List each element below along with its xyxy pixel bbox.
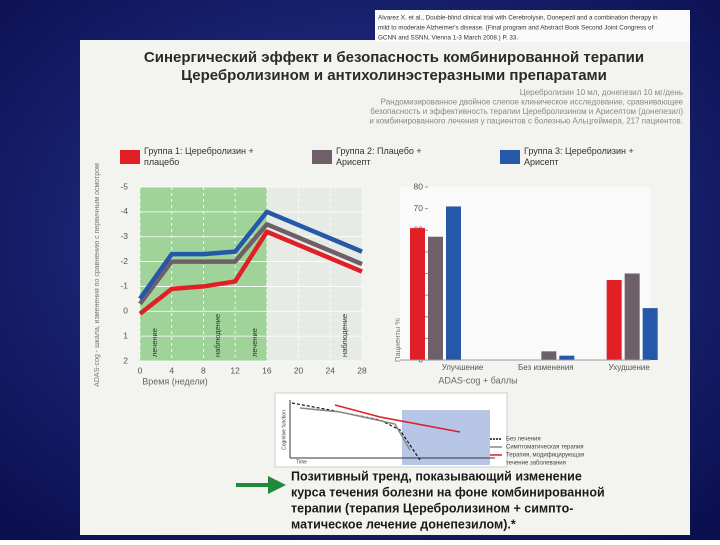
y-axis-label: Пациенты % (393, 318, 402, 362)
conclusion: матическое лечение донепезилом).* (291, 517, 516, 531)
subtitle: и комбинированного лечения у пациентов с… (369, 117, 683, 126)
legend-label: Группа 1: Церебролизин + плацебо (144, 146, 254, 167)
subtitle: Церебролизин 10 мл, донепезил 10 мг/день (520, 88, 683, 97)
x-tick-label: 0 (138, 365, 143, 375)
x-tick-label: 12 (230, 365, 240, 375)
y-axis-label: ADAS-cog - шкала, изменения по сравнению… (94, 163, 101, 387)
inset-curve (334, 404, 461, 433)
legend-entry: Группа 3: Церебролизин + Арисепт (524, 146, 634, 167)
x-tick-label: 20 (294, 365, 304, 375)
inset-y-label: Cognitive function (281, 410, 287, 450)
y-tick-label: 80 (414, 181, 424, 191)
inset-legend-label: Терапия, модифицирующая (506, 453, 584, 459)
citation: GCNN and SSNN, Vienna 1-3 March 2008.) P… (378, 35, 518, 42)
period-label: лечение (150, 328, 159, 357)
legend-entry: Группа 2: Плацебо + Арисепт (336, 146, 422, 167)
conclusion: терапии (терапия Церебролизином + симпто… (291, 501, 573, 515)
y-tick-label: -3 (120, 231, 128, 241)
inset-legend-label: течение заболевания (506, 461, 566, 467)
citation: Alvarez X. et al., Double-blind clinical… (378, 15, 658, 22)
bar (559, 355, 575, 360)
subtitle: безопасность и эффективность терапии Цер… (370, 107, 683, 116)
arrow (236, 476, 286, 494)
bar (624, 273, 640, 360)
x-tick-label: 16 (262, 365, 272, 375)
y-tick-label: -1 (120, 281, 128, 291)
y-tick-label: -2 (120, 256, 128, 266)
inset-shade (402, 410, 490, 465)
y-tick-label: 0 (123, 306, 128, 316)
slide-title: Церебролизином и антихолинэстеразными пр… (181, 67, 607, 84)
x-tick-label: Улучшение (442, 363, 484, 372)
inset-legend-label: Без лечения (506, 437, 541, 443)
x-tick-label: 24 (326, 365, 336, 375)
bar (541, 351, 557, 360)
x-tick-label: Ухудшение (609, 363, 651, 372)
inset-x-label: Time (296, 459, 307, 465)
x-tick-label: 8 (201, 365, 206, 375)
slide-title: Синергический эффект и безопасность комб… (144, 49, 644, 66)
period-label: наблюдение (340, 314, 349, 357)
bar (428, 236, 443, 360)
bar (446, 206, 461, 360)
legend-label: Группа 3: Церебролизин + Арисепт (524, 146, 634, 167)
y-tick-label: 1 (123, 330, 128, 340)
period-label: наблюдение (213, 314, 222, 357)
bar (642, 308, 658, 360)
inset-curve (291, 402, 421, 461)
x-axis-label: ADAS-cog + баллы (438, 375, 517, 385)
x-axis-label: Время (недели) (142, 376, 208, 386)
inset-legend-label: Симптоматическая терапия (506, 445, 584, 451)
series-line (138, 209, 363, 301)
inset-curve (299, 407, 411, 451)
y-tick-label: 70 (414, 203, 424, 213)
conclusion: Позитивный тренд, показывающий изменение (291, 469, 582, 483)
y-tick-label: -5 (120, 181, 128, 191)
series-line (138, 229, 363, 316)
legend-swatch (312, 150, 332, 164)
citation: mild to moderate Alzheimer's disease. (F… (378, 25, 654, 32)
x-tick-label: 4 (169, 365, 174, 375)
legend-label: Группа 2: Плацебо + Арисепт (336, 146, 422, 167)
plot-background (266, 187, 362, 361)
x-tick-label: 28 (357, 365, 367, 375)
legend-swatch (120, 150, 140, 164)
conclusion: курса течения болезни на фоне комбиниров… (291, 485, 605, 499)
subtitle: Рандомизированное двойное слепое клиниче… (381, 98, 684, 107)
y-tick-label: -4 (120, 206, 128, 216)
legend-swatch (500, 150, 520, 164)
period-label: лечение (250, 328, 259, 357)
legend-entry: Группа 1: Церебролизин + плацебо (144, 146, 254, 167)
x-tick-label: Без изменения (518, 363, 574, 372)
series-line (138, 222, 363, 306)
y-tick-label: 2 (123, 355, 128, 365)
citation-box (375, 10, 690, 42)
bar (606, 279, 622, 360)
bar (410, 228, 425, 360)
